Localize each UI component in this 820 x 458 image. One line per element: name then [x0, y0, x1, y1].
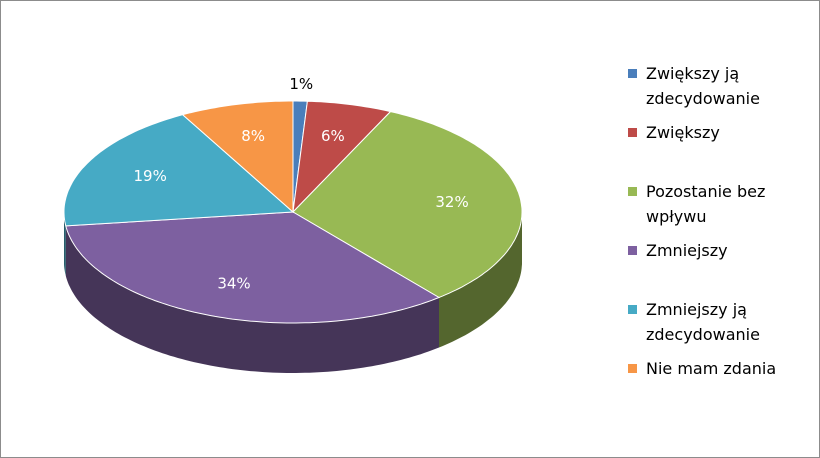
- pie-slice-side: [65, 225, 440, 373]
- pie-slice: [292, 111, 523, 299]
- data-label: 34%: [217, 275, 250, 293]
- legend-label: Zmniejszy: [646, 241, 728, 260]
- legend-label: Zwiększy ją zdecydowanie: [646, 64, 760, 108]
- pie-slice: [65, 211, 441, 324]
- data-label: 8%: [241, 127, 265, 145]
- data-label: 1%: [289, 75, 313, 93]
- legend-swatch: [628, 187, 637, 196]
- legend-label: Nie mam zdania: [646, 359, 777, 378]
- legend-swatch: [628, 364, 637, 373]
- legend-swatch: [628, 305, 637, 314]
- legend-swatch: [628, 246, 637, 255]
- legend-swatch: [628, 69, 637, 78]
- pie-slice-side: [439, 212, 522, 348]
- data-label: 6%: [321, 127, 345, 145]
- data-label: 19%: [133, 167, 166, 185]
- pie-slice: [292, 100, 392, 214]
- pie-slice: [63, 114, 295, 227]
- pie-slice: [181, 100, 294, 214]
- legend-label: Zwiększy: [646, 123, 720, 142]
- legend-swatch: [628, 128, 637, 137]
- pie-slice-side: [64, 212, 66, 276]
- legend-label: Zmniejszy ją zdecydowanie: [646, 300, 760, 344]
- legend-label: Pozostanie bez wpływu: [646, 182, 766, 226]
- data-label: 32%: [435, 193, 468, 211]
